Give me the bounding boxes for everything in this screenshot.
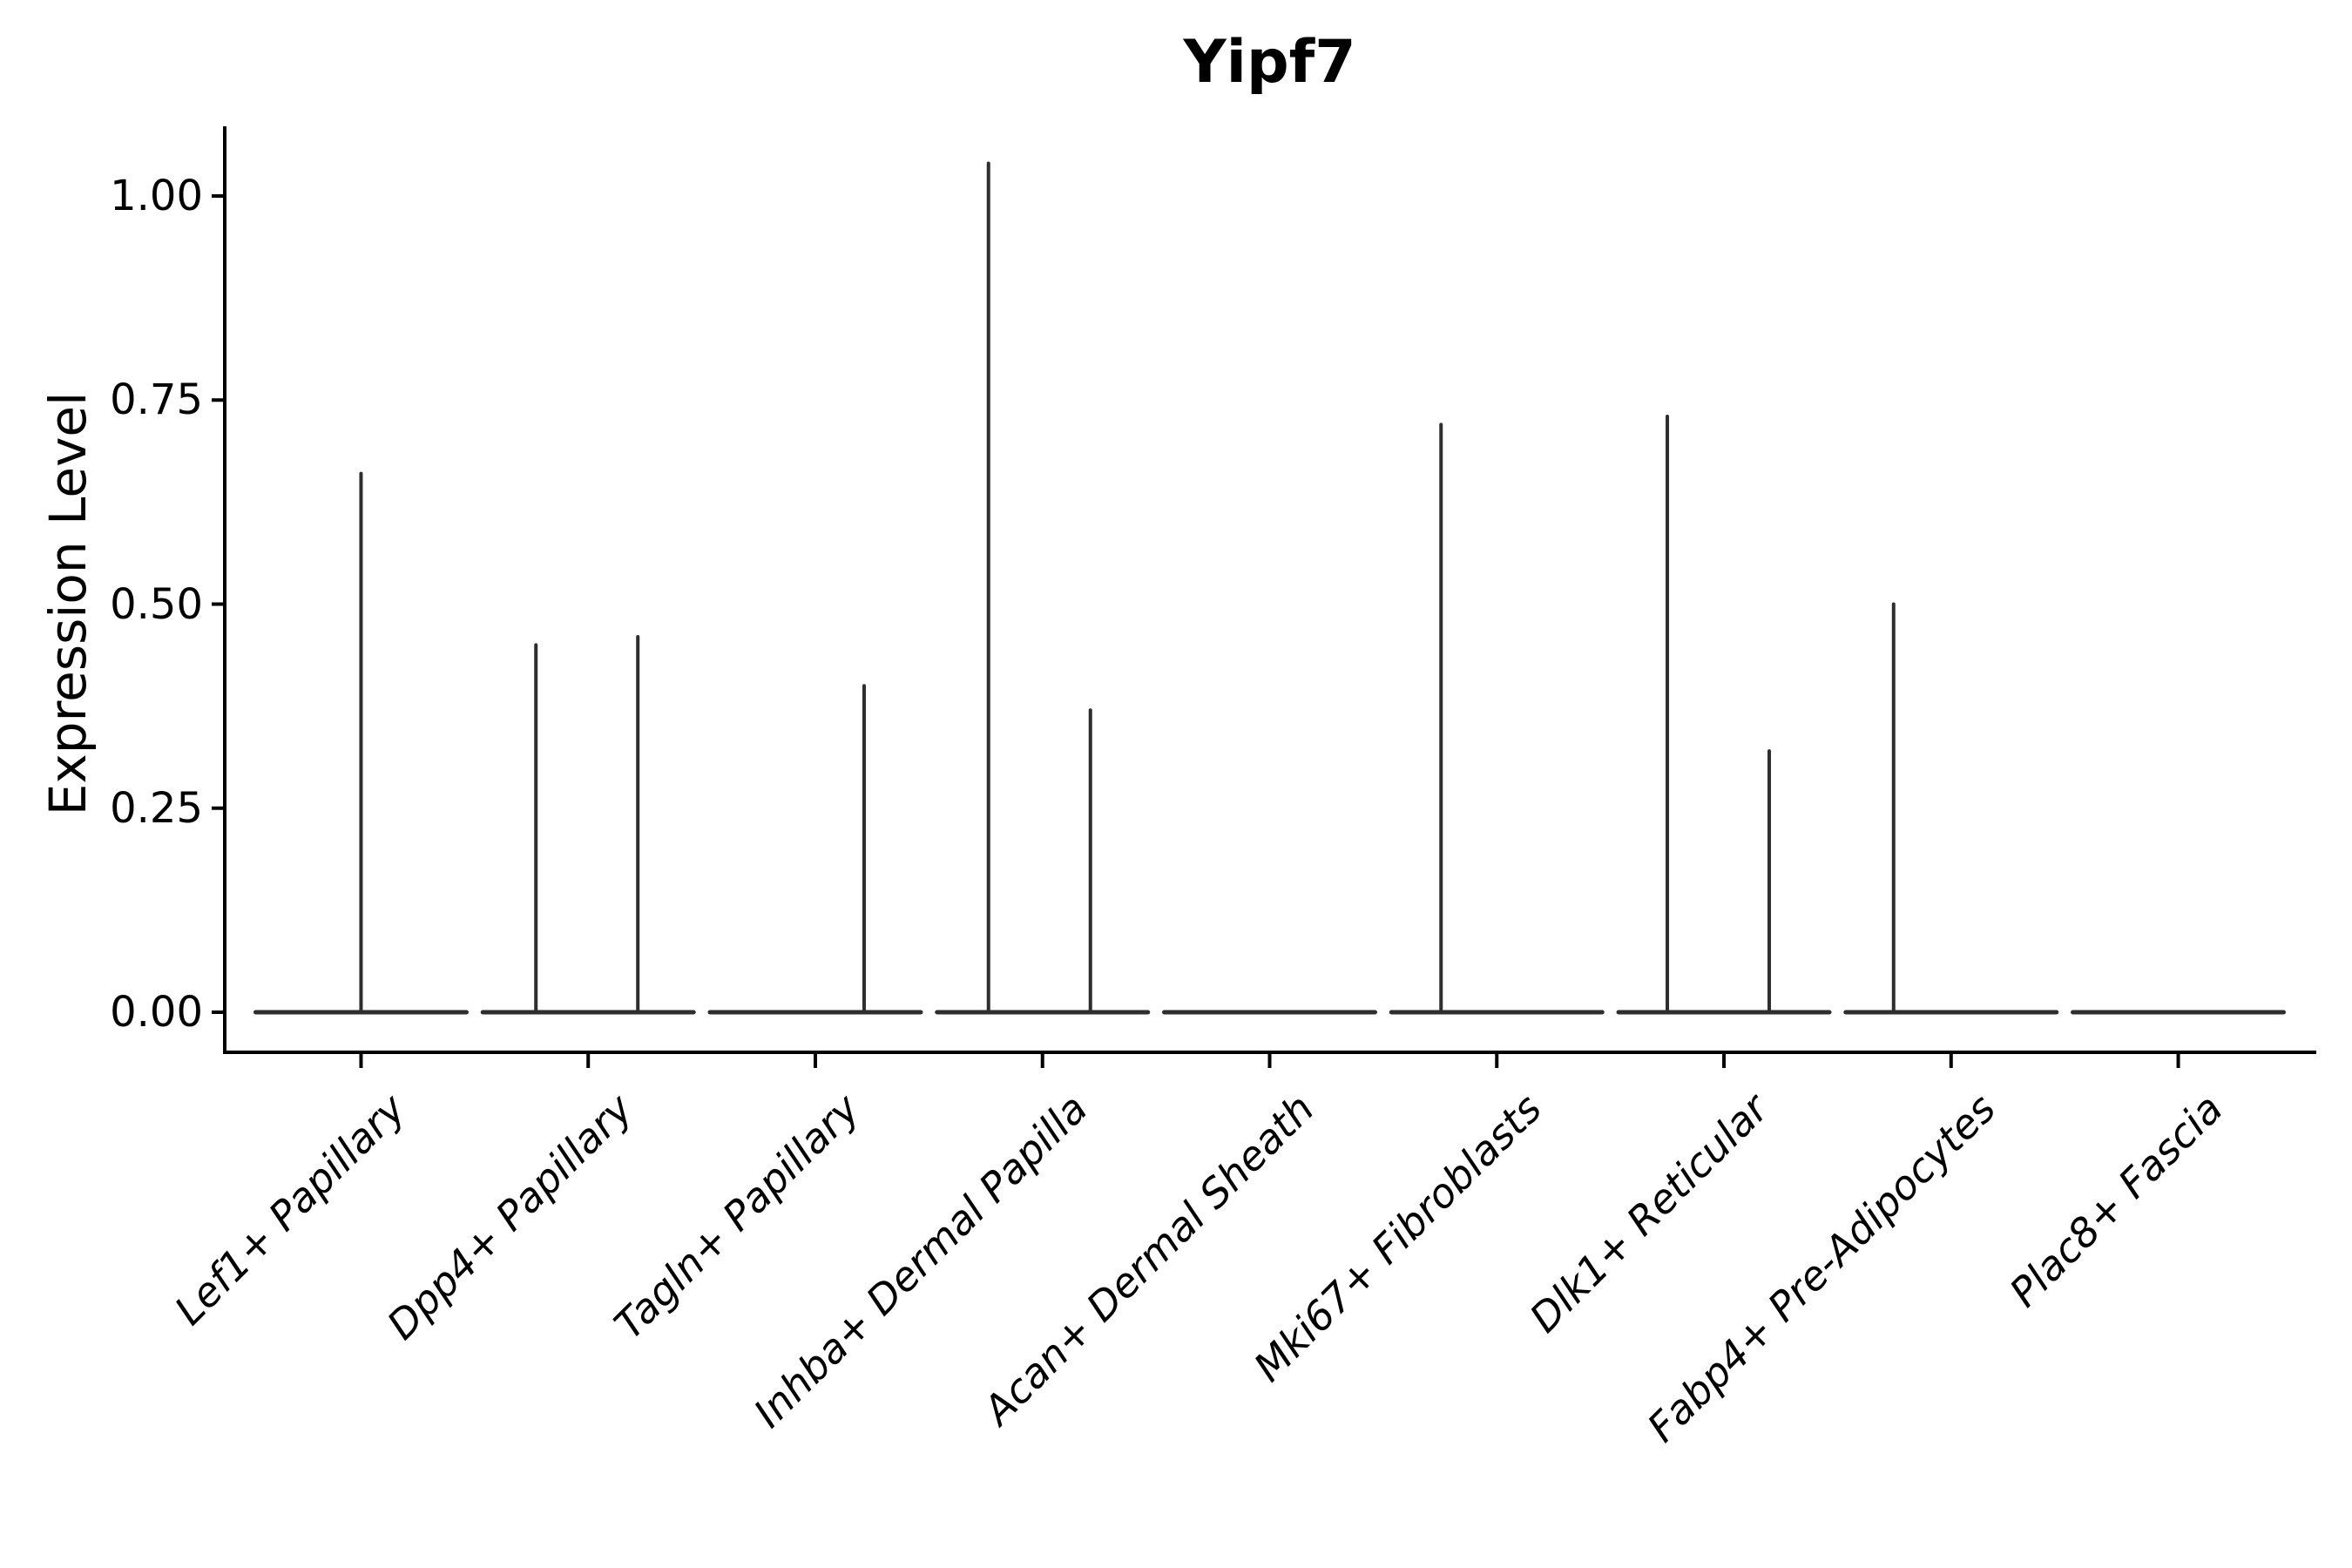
y-tick-label: 0.25: [110, 783, 203, 833]
y-tick-label: 0.75: [110, 375, 203, 425]
y-tick-label: 0.00: [110, 988, 203, 1037]
y-tick-label: 1.00: [110, 172, 203, 220]
chart-title: Yipf7: [1183, 28, 1356, 97]
y-tick-label: 0.50: [110, 579, 203, 629]
